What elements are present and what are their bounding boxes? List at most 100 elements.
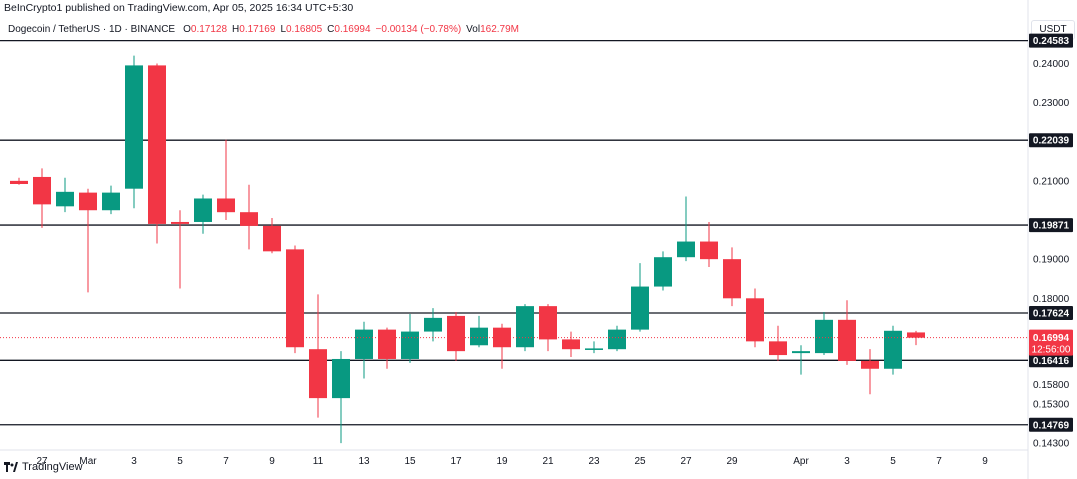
change-value: −0.00134 (−0.78%) [375, 24, 462, 35]
x-tick-label: 17 [450, 456, 462, 467]
candle-body [746, 298, 764, 342]
candle-body [700, 241, 718, 260]
candle-body [792, 351, 810, 354]
x-tick-label: 23 [588, 456, 600, 467]
y-tick-label: 0.21000 [1033, 176, 1070, 187]
level-label-box [1029, 33, 1073, 48]
candle-body [677, 241, 695, 258]
current-price-box [1029, 329, 1073, 356]
level-label-box [1029, 133, 1073, 148]
tradingview-logo-icon [4, 462, 18, 472]
candle-body [907, 332, 925, 338]
x-tick-label: 29 [726, 456, 738, 467]
level-label-box [1029, 417, 1073, 432]
x-tick-label: 27 [680, 456, 692, 467]
level-label-box [1029, 353, 1073, 368]
level-label-box [1029, 218, 1073, 233]
candle-body [240, 212, 258, 226]
low-value: 0.16805 [286, 24, 323, 35]
candle-body [332, 358, 350, 399]
level-label: 0.16416 [1033, 356, 1070, 367]
candle-body [631, 286, 649, 330]
candle-body [102, 192, 120, 211]
y-tick-label: 0.24000 [1033, 59, 1070, 70]
x-tick-label: 7 [936, 456, 942, 467]
candle-body [608, 329, 626, 350]
x-tick-label: 25 [634, 456, 646, 467]
x-tick-label: 19 [496, 456, 508, 467]
candle-body [309, 349, 327, 399]
level-label: 0.24583 [1033, 36, 1070, 47]
candle-body [585, 348, 603, 350]
x-tick-label: 5 [890, 456, 896, 467]
open-label: O [183, 24, 191, 35]
x-tick-label: 3 [131, 456, 137, 467]
candle-body [470, 327, 488, 346]
y-tick-label: 0.19000 [1033, 255, 1070, 266]
candle-body [378, 329, 396, 359]
x-tick-label: 27 [36, 456, 48, 467]
x-tick-label: 15 [404, 456, 416, 467]
candle-body [861, 360, 879, 369]
symbol-title[interactable]: Dogecoin / TetherUS · 1D · BINANCE [8, 24, 176, 35]
level-label-box [1029, 306, 1073, 321]
candle-body [723, 259, 741, 299]
x-tick-label: 9 [982, 456, 988, 467]
current-price-label: 0.16994 [1033, 333, 1070, 344]
candle-body [654, 257, 672, 287]
candle-body [562, 339, 580, 350]
candle-body [769, 341, 787, 356]
high-value: 0.17169 [239, 24, 276, 35]
candle-body [815, 319, 833, 354]
level-label: 0.17624 [1033, 309, 1070, 320]
x-tick-label: 9 [269, 456, 275, 467]
candle-body [286, 249, 304, 348]
candle-body [148, 65, 166, 224]
low-label: L [280, 24, 286, 35]
x-tick-label: Mar [79, 456, 97, 467]
publisher-line: BeInCrypto1 published on TradingView.com… [4, 2, 354, 14]
high-label: H [232, 24, 240, 35]
candle-body [424, 317, 442, 332]
x-tick-label: 3 [844, 456, 850, 467]
candle-body [171, 221, 189, 224]
candle-body [125, 65, 143, 189]
candle-body [401, 331, 419, 359]
level-label: 0.14769 [1033, 420, 1070, 431]
x-tick-label: Apr [793, 456, 809, 467]
countdown-label: 12:56:00 [1032, 345, 1071, 356]
y-tick-label: 0.14300 [1033, 439, 1070, 450]
candle-body [838, 319, 856, 361]
candle-body [263, 225, 281, 252]
x-tick-label: 5 [177, 456, 183, 467]
ohlc-legend: Dogecoin / TetherUS · 1D · BINANCE O0.171… [8, 24, 524, 35]
candle-body [10, 180, 28, 185]
volume-label: Vol [466, 24, 481, 35]
x-tick-label: 7 [223, 456, 229, 467]
x-tick-label: 13 [358, 456, 370, 467]
tradingview-brand[interactable]: TradingView [4, 461, 83, 473]
level-label: 0.19871 [1033, 221, 1070, 232]
candle-body [447, 315, 465, 352]
candle-body [884, 330, 902, 369]
candle-body [516, 306, 534, 348]
candle-body [194, 198, 212, 222]
y-tick-label: 0.18000 [1033, 294, 1070, 305]
volume-value: 162.79M [480, 24, 519, 35]
x-tick-label: 11 [313, 456, 324, 467]
candle-body [539, 306, 557, 340]
tradingview-label: TradingView [22, 461, 83, 473]
close-label: C [327, 24, 335, 35]
x-tick-label: 21 [542, 456, 554, 467]
candle-body [56, 191, 74, 207]
open-value: 0.17128 [190, 24, 228, 35]
y-tick-label: 0.15300 [1033, 399, 1070, 410]
candle-body [79, 192, 97, 211]
close-value: 0.16994 [334, 24, 371, 35]
candle-body [33, 176, 51, 205]
y-tick-label: 0.15800 [1033, 380, 1070, 391]
candle-body [217, 198, 235, 213]
candle-body [355, 329, 373, 359]
level-label: 0.22039 [1033, 136, 1070, 147]
